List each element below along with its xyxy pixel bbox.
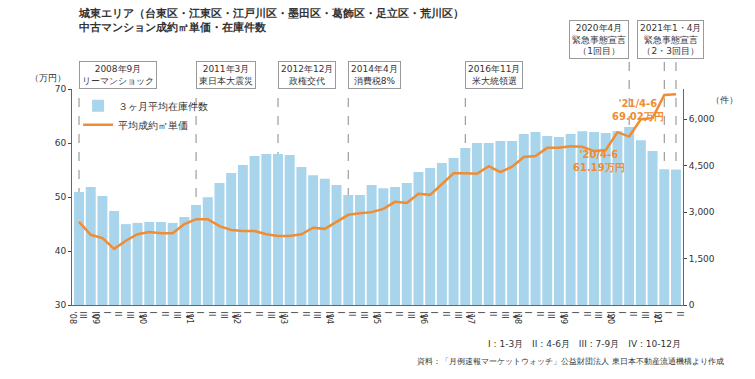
svg-text:III: III bbox=[583, 312, 602, 319]
svg-text:III: III bbox=[208, 312, 227, 319]
svg-text:IV: IV bbox=[454, 312, 473, 320]
svg-text:0: 0 bbox=[689, 300, 695, 310]
svg-text:資料：「月例速報マーケットウォッチ」公益財団法人 東日本不動: 資料：「月例速報マーケットウォッチ」公益財団法人 東日本不動産流通機構より作成 bbox=[417, 357, 724, 366]
svg-text:城東エリア（台東区・江東区・江戸川区・墨田区・葛飾区・足立区: 城東エリア（台東区・江東区・江戸川区・墨田区・葛飾区・足立区・荒川区）中古マンシ… bbox=[78, 7, 464, 34]
svg-text:30: 30 bbox=[55, 300, 67, 310]
svg-text:IV: IV bbox=[80, 312, 99, 320]
svg-text:I'10: I'10 bbox=[138, 312, 157, 324]
svg-text:I'14: I'14 bbox=[325, 312, 344, 324]
svg-text:IV: IV bbox=[314, 312, 333, 320]
svg-text:2016年11月米大統領選: 2016年11月米大統領選 bbox=[468, 64, 520, 86]
svg-text:I'09: I'09 bbox=[91, 312, 110, 324]
svg-text:II: II bbox=[478, 312, 497, 317]
svg-text:IV: IV bbox=[641, 312, 660, 320]
svg-text:II: II bbox=[197, 312, 216, 317]
svg-text:I'19: I'19 bbox=[559, 312, 578, 324]
svg-text:３ヶ月平均在庫件数: ３ヶ月平均在庫件数 bbox=[118, 101, 208, 112]
svg-text:II: II bbox=[150, 312, 169, 317]
svg-text:2011年3月東日本大震災: 2011年3月東日本大震災 bbox=[199, 64, 253, 86]
svg-text:I'17: I'17 bbox=[466, 312, 485, 324]
svg-text:IV: IV bbox=[267, 312, 286, 320]
svg-text:I'20: I'20 bbox=[606, 312, 625, 324]
svg-text:1,500: 1,500 bbox=[689, 254, 715, 264]
svg-text:III: III bbox=[630, 312, 649, 319]
svg-text:2012年12月政権交代: 2012年12月政権交代 bbox=[281, 64, 333, 86]
svg-text:IV: IV bbox=[595, 312, 614, 320]
svg-text:II: II bbox=[618, 312, 637, 317]
svg-text:IV: IV bbox=[501, 312, 520, 320]
svg-text:70: 70 bbox=[55, 84, 67, 94]
svg-text:（万円）: （万円） bbox=[30, 73, 66, 83]
svg-text:III: III bbox=[396, 312, 415, 319]
svg-text:IV: IV bbox=[360, 312, 379, 320]
svg-text:III'08: III'08 bbox=[68, 312, 87, 324]
svg-text:'20/4-661.19万円: '20/4-661.19万円 bbox=[573, 149, 625, 173]
svg-text:50: 50 bbox=[55, 192, 67, 202]
svg-text:40: 40 bbox=[55, 246, 67, 256]
svg-text:2021年1・4月緊急事態宣言（2・3回目）: 2021年1・4月緊急事態宣言（2・3回目） bbox=[640, 23, 701, 56]
svg-text:II: II bbox=[571, 312, 590, 317]
svg-text:III: III bbox=[255, 312, 274, 319]
svg-text:IV: IV bbox=[173, 312, 192, 320]
svg-text:I'15: I'15 bbox=[372, 312, 391, 324]
svg-text:I'11: I'11 bbox=[185, 312, 204, 324]
svg-text:II: II bbox=[384, 312, 403, 317]
svg-text:II: II bbox=[103, 312, 122, 317]
svg-text:2014年4月消費税8%: 2014年4月消費税8% bbox=[351, 64, 398, 86]
svg-text:II: II bbox=[243, 312, 262, 317]
svg-text:III: III bbox=[442, 312, 461, 319]
svg-text:IV: IV bbox=[220, 312, 239, 320]
svg-text:平均成約㎡単価: 平均成約㎡単価 bbox=[118, 120, 188, 131]
svg-text:IV: IV bbox=[126, 312, 145, 320]
svg-text:IV: IV bbox=[548, 312, 567, 320]
svg-text:I'21: I'21 bbox=[653, 312, 672, 324]
svg-text:（件）: （件） bbox=[711, 95, 738, 105]
svg-text:III: III bbox=[349, 312, 368, 319]
svg-text:2020年4月緊急事態宣言（1回目）: 2020年4月緊急事態宣言（1回目） bbox=[572, 23, 626, 56]
svg-text:III: III bbox=[302, 312, 321, 319]
svg-text:III: III bbox=[489, 312, 508, 319]
svg-text:'21/4-669.02万円: '21/4-669.02万円 bbox=[612, 98, 664, 122]
svg-text:2008年9月リーマンショック: 2008年9月リーマンショック bbox=[82, 64, 154, 86]
svg-text:IV: IV bbox=[407, 312, 426, 320]
svg-text:6,000: 6,000 bbox=[689, 114, 715, 124]
svg-text:I'12: I'12 bbox=[232, 312, 251, 324]
svg-text:II: II bbox=[665, 312, 684, 317]
svg-text:I'13: I'13 bbox=[279, 312, 298, 324]
svg-text:II: II bbox=[290, 312, 309, 317]
svg-text:4,500: 4,500 bbox=[689, 161, 715, 171]
svg-text:III: III bbox=[161, 312, 180, 319]
svg-text:60: 60 bbox=[55, 138, 67, 148]
svg-text:III: III bbox=[115, 312, 134, 319]
svg-text:II: II bbox=[431, 312, 450, 317]
svg-text:I'18: I'18 bbox=[513, 312, 532, 324]
svg-text:II: II bbox=[337, 312, 356, 317]
svg-text:I'16: I'16 bbox=[419, 312, 438, 324]
svg-text:I : 1-3月 II : 4-6月 III : 7-9月: I : 1-3月 II : 4-6月 III : 7-9月 IV : 10-12… bbox=[488, 339, 681, 349]
svg-text:II: II bbox=[524, 312, 543, 317]
svg-text:3,000: 3,000 bbox=[689, 207, 715, 217]
svg-text:III: III bbox=[536, 312, 555, 319]
